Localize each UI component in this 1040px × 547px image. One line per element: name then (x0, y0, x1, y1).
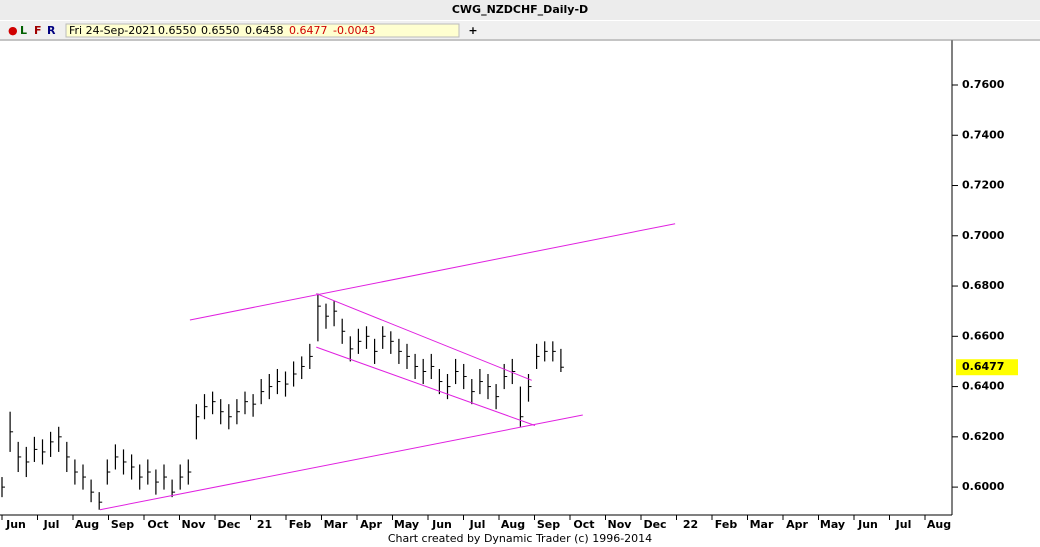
y-tick-label: 0.7000 (962, 229, 1005, 242)
x-tick-label: Aug (75, 518, 99, 531)
trendline (99, 414, 583, 511)
y-tick-label: 0.7600 (962, 78, 1005, 91)
x-tick-label: Sep (537, 518, 560, 531)
toolbar-button[interactable]: ● (8, 24, 18, 37)
info-high: 0.6550 (201, 24, 240, 37)
trendline (316, 346, 536, 426)
info-low: 0.6458 (245, 24, 284, 37)
x-tick-label: Jul (469, 518, 486, 531)
x-tick-label: Jul (43, 518, 60, 531)
add-button[interactable]: + (468, 24, 477, 37)
x-tick-label: Jun (5, 518, 26, 531)
info-change: -0.0043 (333, 24, 375, 37)
x-tick-label: Jun (857, 518, 878, 531)
title-bar (0, 0, 1040, 20)
y-tick-label: 0.6400 (962, 380, 1005, 393)
trendline (189, 223, 676, 321)
x-tick-label: 22 (683, 518, 698, 531)
x-tick-label: Aug (927, 518, 951, 531)
x-tick-label: Sep (111, 518, 134, 531)
x-tick-label: 21 (257, 518, 272, 531)
x-tick-label: Feb (715, 518, 738, 531)
x-tick-label: Aug (501, 518, 525, 531)
y-tick-label: 0.7200 (962, 179, 1005, 192)
info-box (65, 23, 460, 38)
y-tick-label: 0.6800 (962, 279, 1005, 292)
toolbar-button[interactable]: F (34, 24, 42, 37)
x-tick-label: Mar (324, 518, 348, 531)
x-tick-label: Dec (217, 518, 240, 531)
x-tick-label: May (394, 518, 419, 531)
footer: Chart created by Dynamic Trader (c) 1996… (388, 532, 652, 545)
y-tick-label: 0.7400 (962, 128, 1005, 141)
x-tick-label: Nov (182, 518, 207, 531)
x-tick-label: Jul (895, 518, 912, 531)
x-tick-label: Apr (786, 518, 808, 531)
x-tick-label: Feb (289, 518, 312, 531)
chart-title: CWG_NZDCHF_Daily-D (452, 3, 588, 16)
y-tick-label: 0.6600 (962, 329, 1005, 342)
x-tick-label: May (820, 518, 845, 531)
x-tick-label: Oct (147, 518, 168, 531)
x-tick-label: Mar (750, 518, 774, 531)
toolbar-button[interactable]: L (20, 24, 27, 37)
x-tick-label: Apr (360, 518, 382, 531)
x-tick-label: Nov (608, 518, 633, 531)
info-open: 0.6550 (158, 24, 197, 37)
y-tick-label: 0.6000 (962, 480, 1005, 493)
info-close: 0.6477 (289, 24, 328, 37)
x-tick-label: Jun (431, 518, 452, 531)
x-tick-label: Dec (643, 518, 666, 531)
last-price-label: 0.6477 (962, 360, 1004, 373)
info-date: Fri 24-Sep-2021 (69, 24, 156, 37)
y-tick-label: 0.6200 (962, 430, 1005, 443)
toolbar-button[interactable]: R (47, 24, 56, 37)
last-price-box (956, 359, 1018, 376)
trendline (316, 293, 532, 381)
x-tick-label: Oct (573, 518, 594, 531)
